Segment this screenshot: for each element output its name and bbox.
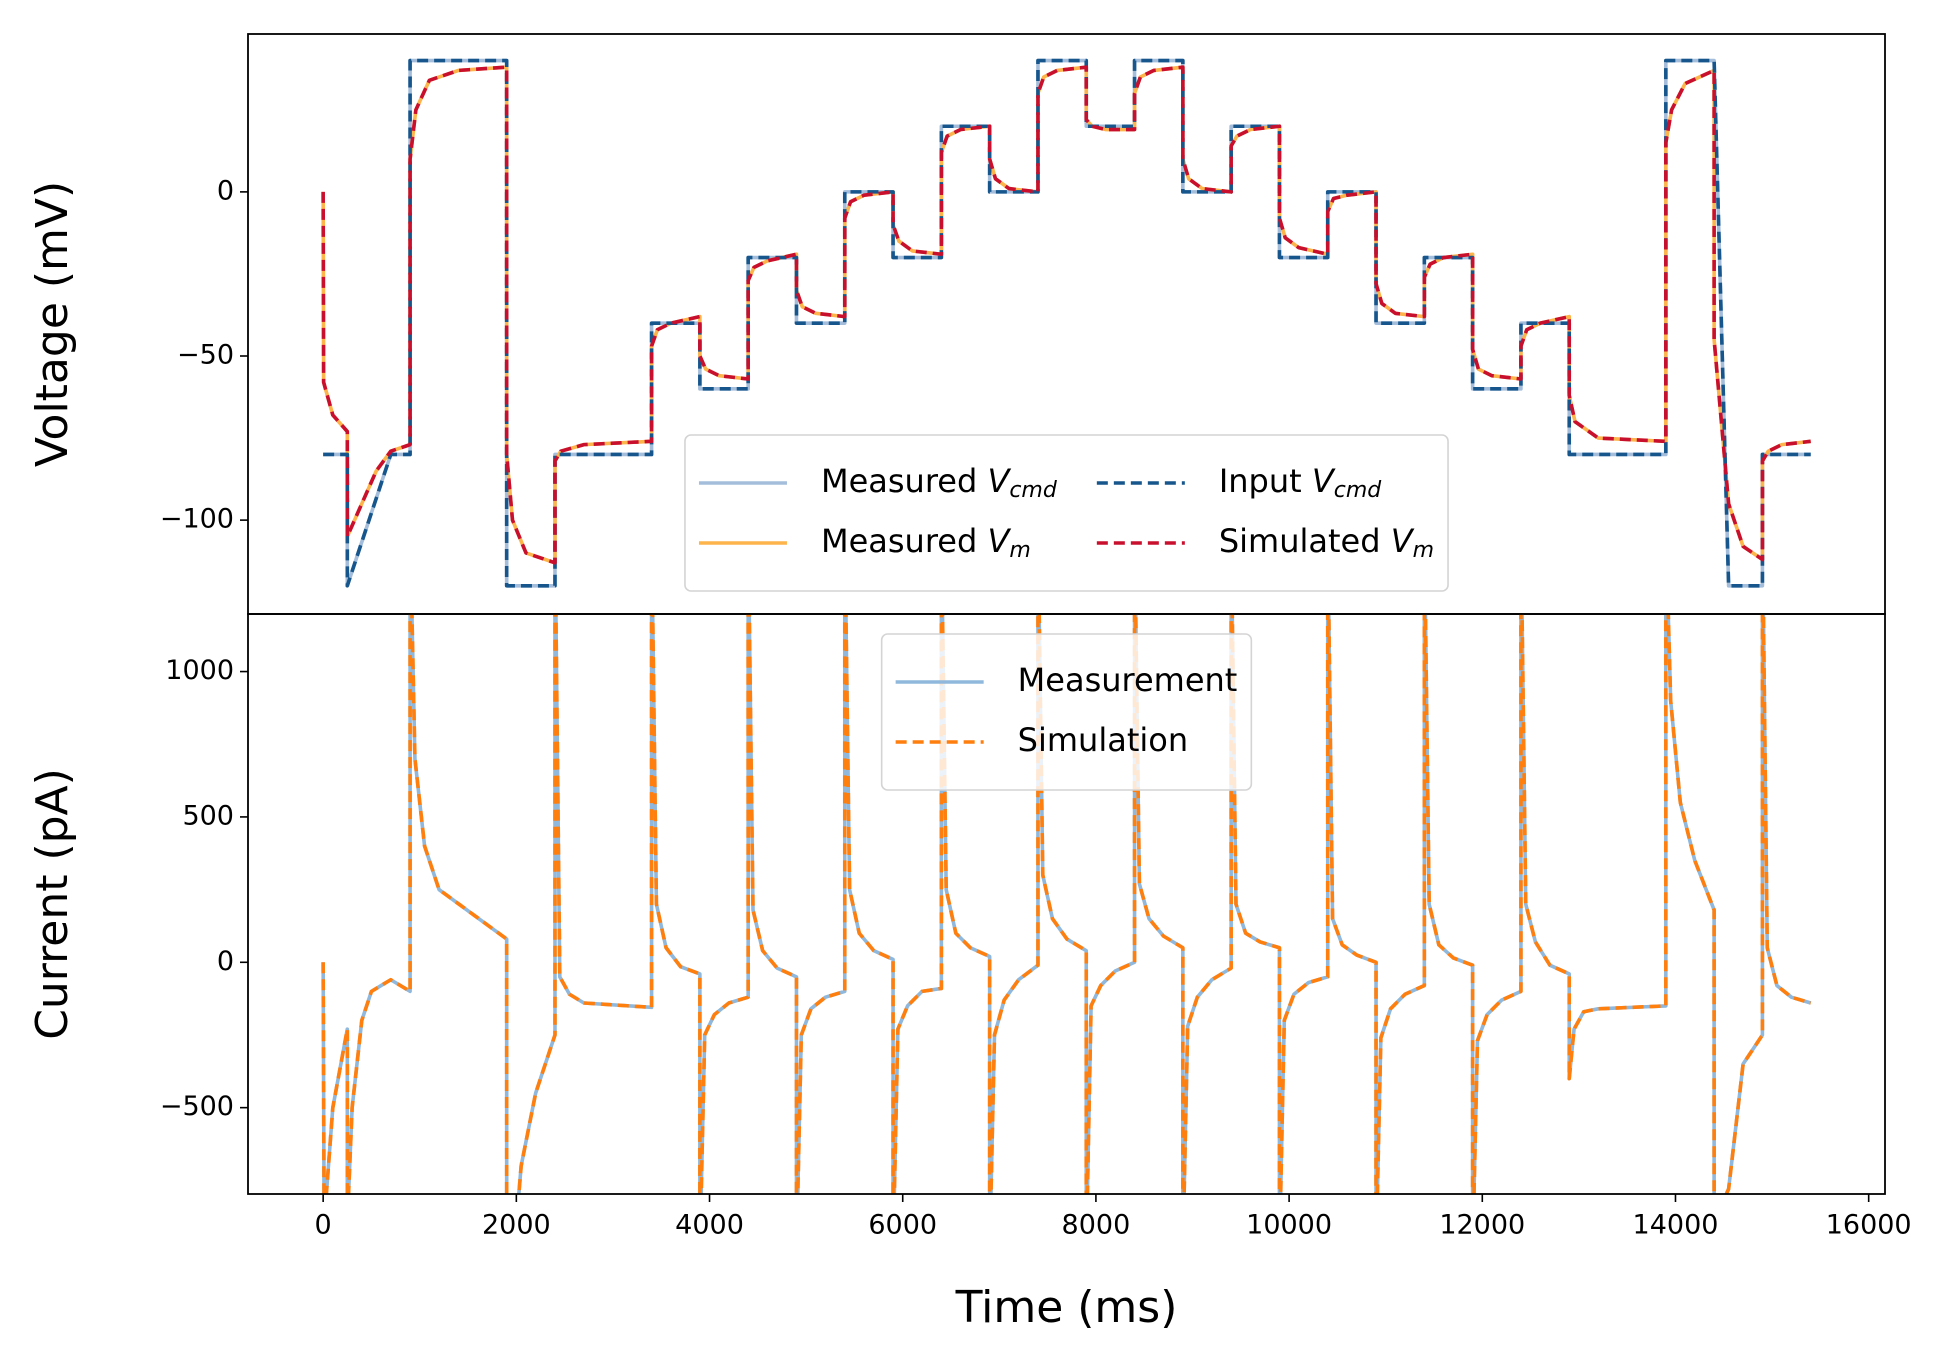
legend-label: Simulated Vm bbox=[1219, 522, 1434, 563]
x-tick-label: 2000 bbox=[482, 1210, 551, 1241]
y-tick-label: 0 bbox=[217, 175, 234, 206]
legend: Measurement Simulation bbox=[880, 633, 1253, 791]
legend: Measured Vcmd Measured Vm Input Vcmd Simula… bbox=[684, 434, 1449, 592]
x-tick-label: 0 bbox=[315, 1210, 332, 1241]
legend-box bbox=[880, 633, 1253, 791]
legend-label: Measured Vm bbox=[821, 522, 1031, 563]
x-tick-label: 6000 bbox=[868, 1210, 937, 1241]
y-tick-label: 500 bbox=[182, 800, 234, 831]
x-tick-label: 8000 bbox=[1062, 1210, 1131, 1241]
y-axis-label: Current (pA) bbox=[27, 768, 78, 1040]
legend-box bbox=[684, 434, 1449, 592]
y-tick-label: −100 bbox=[160, 504, 234, 535]
y-tick-label: 1000 bbox=[165, 655, 234, 686]
y-axis-label: Voltage (mV) bbox=[27, 181, 78, 467]
x-tick-label: 10000 bbox=[1246, 1210, 1332, 1241]
legend-label: Measurement bbox=[1018, 661, 1238, 699]
legend-label: Simulation bbox=[1018, 721, 1188, 759]
legend-label: Input Vcmd bbox=[1219, 462, 1382, 503]
legend-label: Measured Vcmd bbox=[821, 462, 1058, 503]
y-tick-label: −50 bbox=[177, 340, 234, 371]
x-tick-label: 12000 bbox=[1439, 1210, 1525, 1241]
series-line bbox=[321, 65, 1811, 565]
y-tick-label: −500 bbox=[160, 1091, 234, 1122]
x-tick-label: 4000 bbox=[675, 1210, 744, 1241]
plot-area bbox=[321, 58, 1811, 588]
series-line bbox=[321, 614, 1812, 1194]
x-tick-label: 14000 bbox=[1633, 1210, 1719, 1241]
y-tick-label: 0 bbox=[217, 946, 234, 977]
plot-area bbox=[321, 614, 1812, 1194]
x-axis-label: Time (ms) bbox=[955, 1282, 1178, 1333]
axes-frame bbox=[247, 613, 1886, 1195]
x-tick-label: 16000 bbox=[1826, 1210, 1912, 1241]
